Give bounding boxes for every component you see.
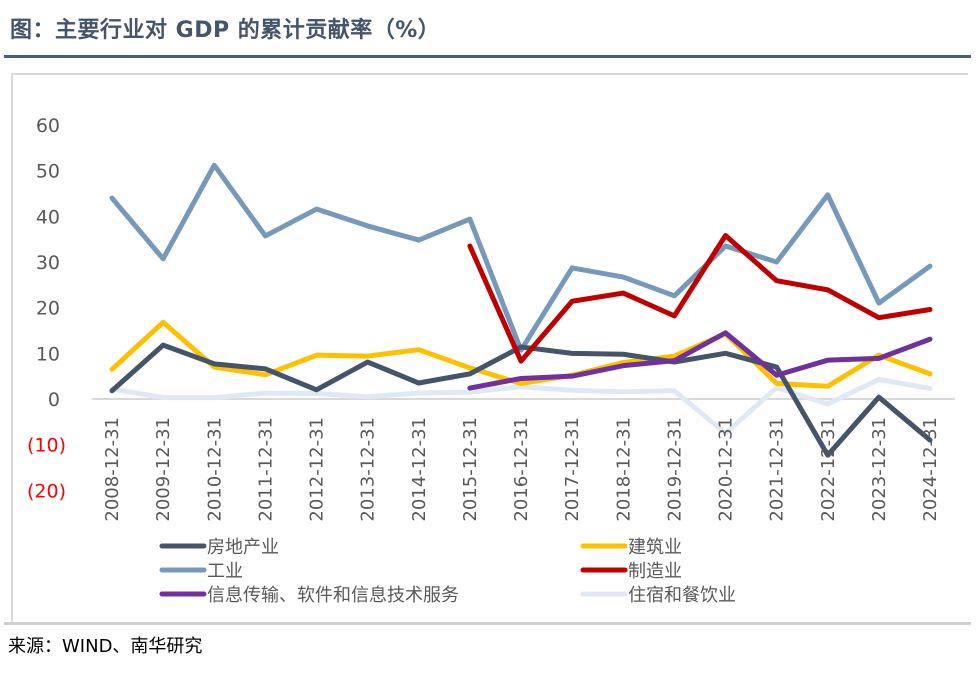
x-tick-label: 2018-12-31 [613,417,634,522]
x-tick-label: 2023-12-31 [869,417,890,522]
x-tick-label: 2024-12-31 [920,417,941,522]
y-tick-label: 30 [36,252,60,274]
chart-title: 图：主要行业对 GDP 的累计贡献率（%） [10,18,441,43]
legend-item: 房地产业 [159,537,279,558]
legend-label: 建筑业 [628,537,682,558]
x-tick-label: 2009-12-31 [153,417,174,522]
series-3 [467,233,933,364]
legend-label: 房地产业 [207,537,279,558]
legend-item: 工业 [159,561,243,582]
series-1 [109,319,933,389]
y-tick-label: (10) [27,435,66,457]
x-axis: 2008-12-31 2009-12-31 2010-12-31 2011-12-31… [102,417,941,522]
y-tick-label: 40 [36,206,60,228]
legend-label: 制造业 [628,561,682,582]
series-2 [109,162,933,353]
legend-label: 信息传输、软件和信息技术服务 [207,585,459,606]
x-tick-label: 2020-12-31 [716,417,737,522]
legend-label: 住宿和餐饮业 [628,585,736,606]
y-tick-label: 60 [36,115,60,137]
title-divider [4,55,971,58]
x-tick-label: 2015-12-31 [460,417,481,522]
series-line [467,233,933,364]
series-4 [467,330,933,391]
source-note: 来源：WIND、南华研究 [8,636,203,657]
x-tick-label: 2011-12-31 [255,417,276,522]
series-line [467,330,933,391]
frame-bottom-rule [4,622,971,625]
y-tick-label: 20 [36,298,60,320]
y-axis: 60 50 40 30 20 10 0 (10) (20) [27,115,66,502]
legend-item: 信息传输、软件和信息技术服务 [159,585,459,606]
x-tick-label: 2013-12-31 [358,417,379,522]
x-tick-label: 2016-12-31 [511,417,532,522]
y-tick-label: 50 [36,161,60,183]
series-layer [109,162,933,458]
x-tick-label: 2022-12-31 [818,417,839,522]
y-tick-label: (20) [27,480,66,502]
y-tick-label: 10 [36,343,60,365]
series-line [109,162,933,353]
x-tick-label: 2014-12-31 [409,417,430,522]
x-tick-label: 2017-12-31 [562,417,583,522]
x-tick-label: 2019-12-31 [664,417,685,522]
legend-item: 建筑业 [580,537,682,558]
legend-label: 工业 [207,561,243,582]
x-tick-label: 2012-12-31 [307,417,328,522]
legend-item: 制造业 [580,561,682,582]
x-tick-label: 2021-12-31 [767,417,788,522]
x-tick-label: 2008-12-31 [102,417,123,522]
y-tick-label: 0 [48,389,60,411]
x-tick-label: 2010-12-31 [204,417,225,522]
legend-item: 住宿和餐饮业 [580,585,736,606]
